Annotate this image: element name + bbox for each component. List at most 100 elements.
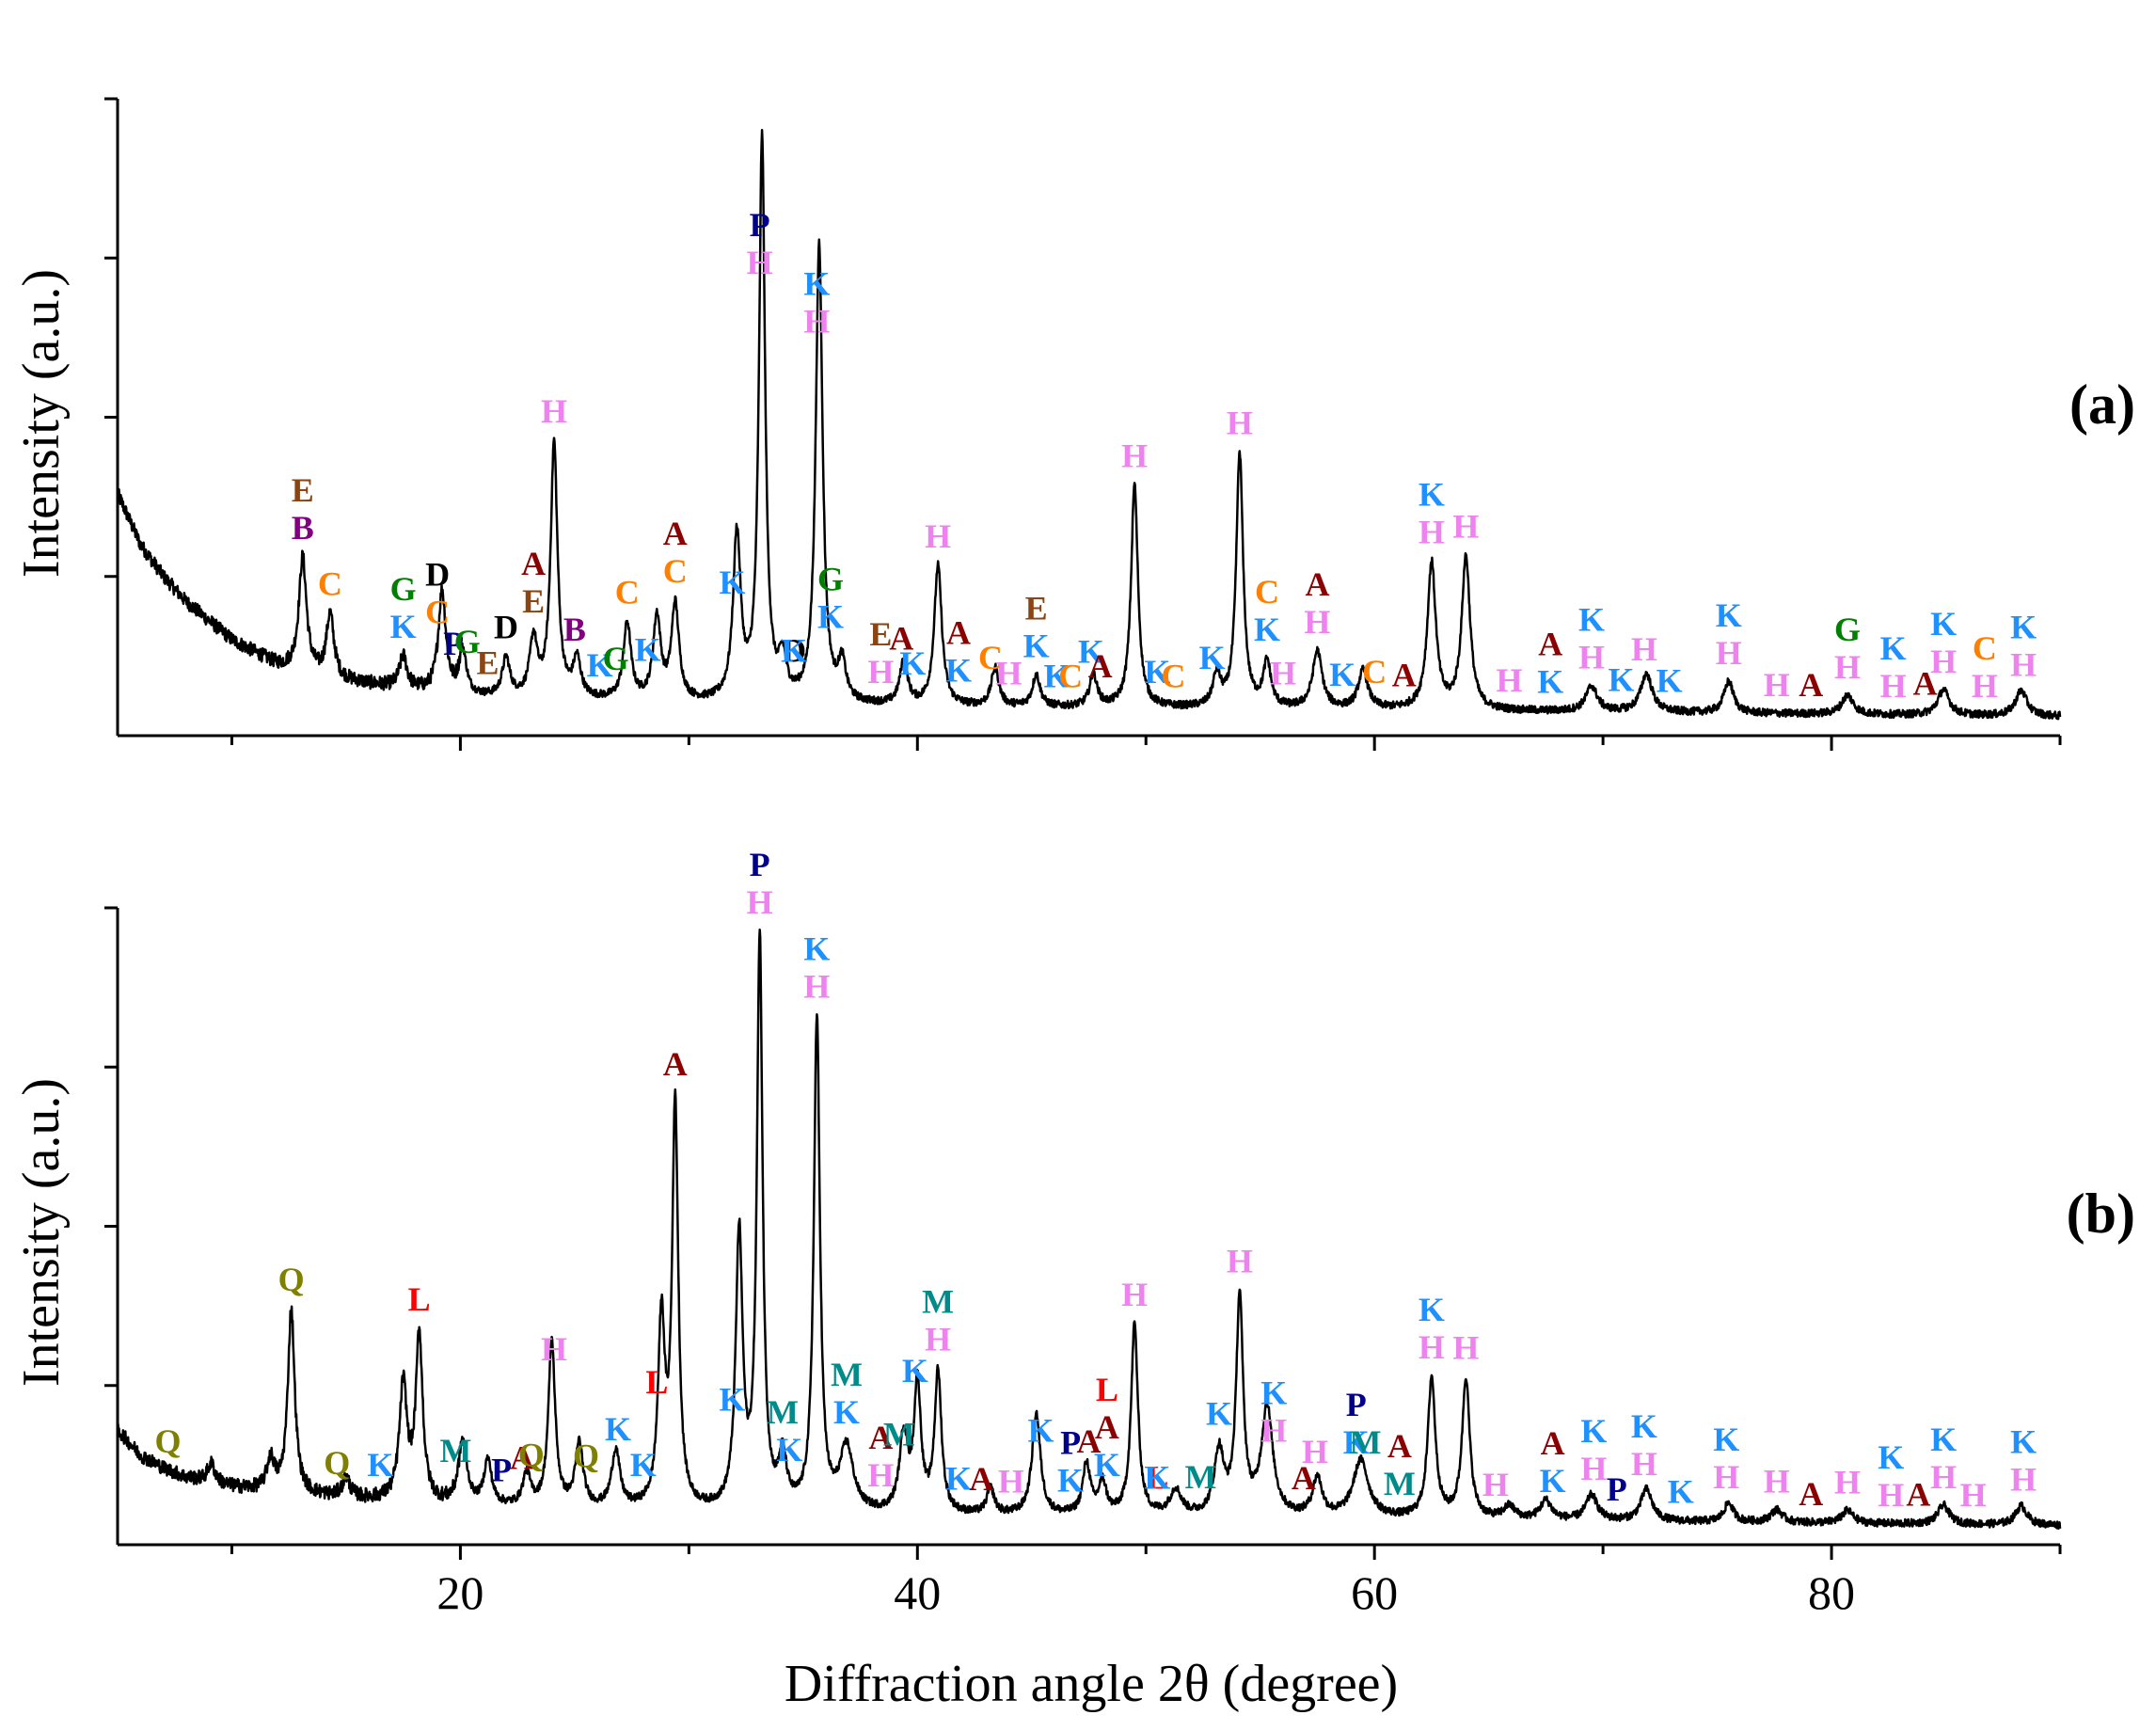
peak-label-Q: Q [573, 1437, 599, 1474]
peak-label-K: K [1254, 611, 1280, 648]
peak-label-C: C [663, 552, 688, 590]
peak-label-K: K [587, 646, 613, 684]
x-axis-title: Diffraction angle 2θ (degree) [785, 1655, 1398, 1713]
peak-label-P: P [1607, 1470, 1627, 1508]
peak-label-A: A [969, 1460, 993, 1498]
peak-label-H: H [1631, 1445, 1657, 1483]
peak-label-K: K [1023, 627, 1050, 664]
peak-label-H: H [1713, 1458, 1739, 1496]
peak-label-M: M [922, 1282, 954, 1320]
peak-label-K: K [803, 264, 830, 302]
peak-label-A: A [1541, 1424, 1565, 1462]
peak-label-H: H [803, 302, 830, 340]
peak-label-H: H [1497, 661, 1523, 699]
peak-label-K: K [1057, 1461, 1084, 1499]
peak-label-A: A [1088, 647, 1113, 685]
peak-label-K: K [817, 597, 844, 635]
peak-label-P: P [750, 206, 770, 244]
peak-label-G: G [817, 560, 844, 597]
peak-label-K: K [1540, 1462, 1566, 1500]
peak-label-H: H [541, 1330, 567, 1368]
peak-label-K: K [1713, 1421, 1739, 1458]
peak-label-K: K [1419, 475, 1445, 513]
peak-label-H: H [1880, 667, 1907, 705]
peak-label-L: L [1096, 1371, 1118, 1408]
peak-label-A: A [663, 1045, 688, 1083]
peak-label-A: A [868, 1419, 893, 1456]
peak-label-C: C [1058, 658, 1083, 695]
peak-label-H: H [1452, 1329, 1479, 1367]
peak-label-K: K [902, 1352, 928, 1390]
peak-label-A: A [1799, 666, 1823, 704]
peak-label-K: K [1144, 1459, 1170, 1497]
peak-label-P: P [1346, 1386, 1367, 1423]
peak-label-P: P [443, 625, 464, 662]
peak-label-H: H [925, 517, 951, 555]
peak-label-H: H [1930, 1458, 1957, 1496]
peak-label-A: A [1913, 665, 1938, 703]
peak-label-M: M [1384, 1465, 1416, 1502]
peak-label-H: H [2010, 646, 2037, 684]
peak-label-H: H [541, 392, 567, 430]
peak-label-H: H [1960, 1476, 1987, 1514]
peak-label-K: K [635, 630, 661, 668]
panel-a: BECKGCDPGEDEAHBKGCKCAKHPDKHKKGHEAKHKACHK… [12, 97, 2135, 751]
peak-label-H: H [1121, 437, 1148, 475]
peak-label-K: K [1329, 656, 1355, 693]
peak-label-A: A [1305, 565, 1329, 603]
peak-label-H: H [1419, 513, 1445, 550]
peak-label-K: K [1716, 596, 1742, 634]
peak-label-K: K [630, 1446, 657, 1484]
peak-label-H: H [1227, 1242, 1253, 1279]
peak-label-C: C [425, 593, 450, 630]
peak-label-C: C [615, 573, 640, 611]
peak-label-D: D [425, 555, 450, 593]
peak-label-M: M [831, 1356, 863, 1393]
peak-label-K: K [945, 1459, 972, 1497]
peak-label-K: K [367, 1446, 393, 1484]
peak-label-E: E [292, 471, 314, 509]
peak-label-K: K [1668, 1473, 1694, 1511]
peak-label-K: K [390, 608, 417, 645]
peak-label-E: E [522, 582, 545, 620]
peak-label-A: A [1387, 1427, 1412, 1465]
peak-label-K: K [1094, 1446, 1120, 1484]
peak-label-H: H [1764, 666, 1790, 704]
peak-label-H: H [1227, 404, 1253, 441]
peak-label-D: D [782, 631, 806, 669]
peak-label-H: H [1578, 639, 1605, 676]
peak-label-K: K [1206, 1395, 1232, 1433]
peak-label-A: A [663, 515, 688, 552]
peak-label-C: C [1255, 573, 1279, 611]
peak-label-K: K [1930, 605, 1957, 643]
peak-label-H: H [867, 653, 894, 691]
peak-label-K: K [781, 631, 807, 669]
peak-label-K: K [1578, 601, 1605, 639]
peak-label-K: K [1609, 661, 1635, 699]
peak-label-H: H [995, 654, 1022, 691]
peak-label-H: H [998, 1462, 1024, 1500]
peak-label-M: M [440, 1432, 472, 1469]
peak-label-A: A [889, 620, 913, 658]
peak-label-E: E [477, 644, 499, 682]
peak-label-E: E [869, 615, 892, 653]
panel-b-label: (b) [2067, 1183, 2135, 1245]
peak-label-A: A [510, 1439, 534, 1477]
peak-label-P: P [1060, 1423, 1081, 1461]
peak-label-Q: Q [278, 1261, 305, 1298]
peak-label-A: A [1538, 626, 1562, 663]
peak-label-K: K [1078, 632, 1104, 670]
panel-a-xrd-pattern [116, 128, 2062, 721]
peak-label-H: H [747, 883, 773, 921]
peak-label-C: C [318, 564, 342, 602]
peak-label-A: A [1799, 1475, 1823, 1513]
peak-label-A: A [1077, 1422, 1102, 1460]
peak-label-Q: Q [518, 1437, 545, 1474]
x-tick-label: 80 [1808, 1566, 1855, 1619]
peak-label-H: H [1764, 1463, 1790, 1501]
peak-label-K: K [720, 1381, 746, 1419]
peak-label-K: K [1930, 1421, 1957, 1458]
peak-label-Q: Q [154, 1422, 181, 1460]
peak-label-H: H [1270, 655, 1296, 692]
